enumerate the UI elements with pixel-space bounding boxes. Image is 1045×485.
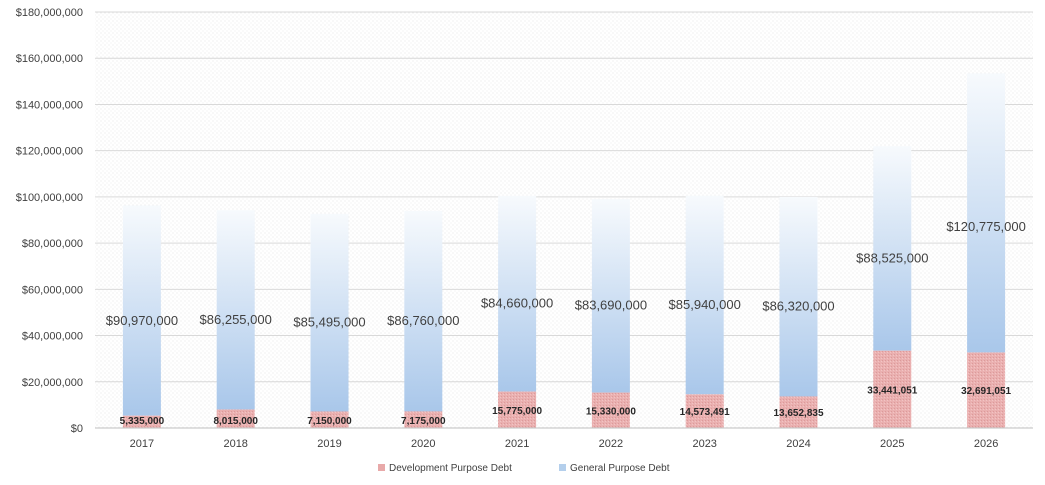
y-tick-label: $140,000,000 bbox=[16, 99, 83, 111]
x-tick-label: 2019 bbox=[317, 438, 341, 450]
y-tick-label: $40,000,000 bbox=[22, 331, 83, 343]
data-label-general: $86,255,000 bbox=[200, 312, 272, 327]
data-label-development: 15,775,000 bbox=[492, 406, 542, 417]
legend-swatch-general bbox=[559, 464, 566, 471]
data-label-general: $90,970,000 bbox=[106, 313, 178, 328]
bar-development-purpose-debt bbox=[685, 394, 724, 428]
bar-general-purpose-debt bbox=[779, 196, 818, 397]
bar-general-purpose-debt bbox=[122, 205, 161, 416]
x-tick-label: 2017 bbox=[130, 438, 154, 450]
x-tick-label: 2026 bbox=[974, 438, 998, 450]
data-label-general: $88,525,000 bbox=[856, 251, 928, 266]
y-tick-label: $120,000,000 bbox=[16, 146, 83, 158]
data-label-development: 8,015,000 bbox=[213, 416, 258, 427]
data-label-development: 33,441,051 bbox=[867, 385, 917, 396]
bar-general-purpose-debt bbox=[967, 73, 1006, 353]
data-label-general: $86,760,000 bbox=[387, 313, 459, 328]
legend-label-general: General Purpose Debt bbox=[570, 463, 670, 474]
bar-development-purpose-debt bbox=[967, 352, 1006, 428]
y-tick-label: $160,000,000 bbox=[16, 53, 83, 65]
data-label-general: $85,495,000 bbox=[293, 315, 365, 330]
data-label-development: 7,150,000 bbox=[307, 416, 352, 427]
bar-development-purpose-debt bbox=[404, 411, 443, 428]
bar-general-purpose-debt bbox=[591, 199, 630, 393]
data-label-general: $83,690,000 bbox=[575, 298, 647, 313]
y-tick-label: $100,000,000 bbox=[16, 192, 83, 204]
y-tick-label: $60,000,000 bbox=[22, 284, 83, 296]
data-label-general: $86,320,000 bbox=[762, 299, 834, 314]
bar-development-purpose-debt bbox=[122, 415, 161, 428]
x-tick-label: 2024 bbox=[786, 438, 810, 450]
bar-general-purpose-debt bbox=[216, 210, 255, 410]
x-tick-label: 2025 bbox=[880, 438, 904, 450]
data-label-general: $84,660,000 bbox=[481, 295, 553, 310]
y-tick-label: $0 bbox=[71, 423, 83, 435]
y-tick-label: $180,000,000 bbox=[16, 7, 83, 19]
bar-general-purpose-debt bbox=[404, 210, 443, 412]
data-label-development: 5,335,000 bbox=[120, 416, 165, 427]
bar-development-purpose-debt bbox=[779, 396, 818, 428]
data-label-development: 13,652,835 bbox=[773, 408, 823, 419]
bar-development-purpose-debt bbox=[591, 392, 630, 428]
bar-development-purpose-debt bbox=[216, 409, 255, 428]
y-tick-label: $20,000,000 bbox=[22, 377, 83, 389]
y-tick-label: $80,000,000 bbox=[22, 238, 83, 250]
x-tick-label: 2020 bbox=[411, 438, 435, 450]
bar-general-purpose-debt bbox=[873, 146, 912, 351]
bar-development-purpose-debt bbox=[310, 411, 349, 428]
x-tick-label: 2023 bbox=[692, 438, 716, 450]
data-label-development: 15,330,000 bbox=[586, 406, 636, 417]
bar-general-purpose-debt bbox=[498, 195, 537, 392]
data-label-general: $120,775,000 bbox=[946, 219, 1026, 234]
bar-general-purpose-debt bbox=[310, 213, 349, 412]
legend-label-development: Development Purpose Debt bbox=[389, 463, 512, 474]
legend-swatch-development bbox=[378, 464, 385, 471]
bar-development-purpose-debt bbox=[873, 350, 912, 428]
bar-general-purpose-debt bbox=[685, 195, 724, 395]
x-tick-label: 2018 bbox=[223, 438, 247, 450]
data-label-development: 32,691,051 bbox=[961, 386, 1011, 397]
x-tick-label: 2022 bbox=[599, 438, 623, 450]
x-tick-label: 2021 bbox=[505, 438, 529, 450]
data-label-general: $85,940,000 bbox=[669, 297, 741, 312]
data-label-development: 14,573,491 bbox=[680, 407, 730, 418]
data-label-development: 7,175,000 bbox=[401, 416, 446, 427]
bar-development-purpose-debt bbox=[498, 391, 537, 428]
